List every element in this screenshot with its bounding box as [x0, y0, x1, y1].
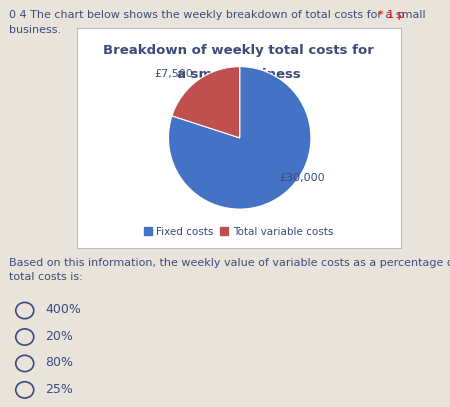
Text: 0 4 The chart below shows the weekly breakdown of total costs for a small: 0 4 The chart below shows the weekly bre… — [9, 10, 426, 20]
Text: * 1 p: * 1 p — [378, 10, 405, 20]
Legend: Fixed costs, Total variable costs: Fixed costs, Total variable costs — [140, 223, 337, 241]
Wedge shape — [168, 67, 311, 209]
Text: 80%: 80% — [45, 356, 73, 369]
Text: a small business: a small business — [176, 68, 301, 81]
Text: Breakdown of weekly total costs for: Breakdown of weekly total costs for — [103, 44, 374, 57]
Text: Based on this information, the weekly value of variable costs as a percentage of: Based on this information, the weekly va… — [9, 258, 450, 282]
Text: 25%: 25% — [45, 383, 73, 396]
Wedge shape — [172, 67, 240, 138]
Text: business.: business. — [9, 25, 61, 35]
Text: £7,500: £7,500 — [154, 69, 193, 79]
Text: 20%: 20% — [45, 330, 73, 343]
Text: 400%: 400% — [45, 303, 81, 316]
Text: £30,000: £30,000 — [279, 173, 324, 184]
